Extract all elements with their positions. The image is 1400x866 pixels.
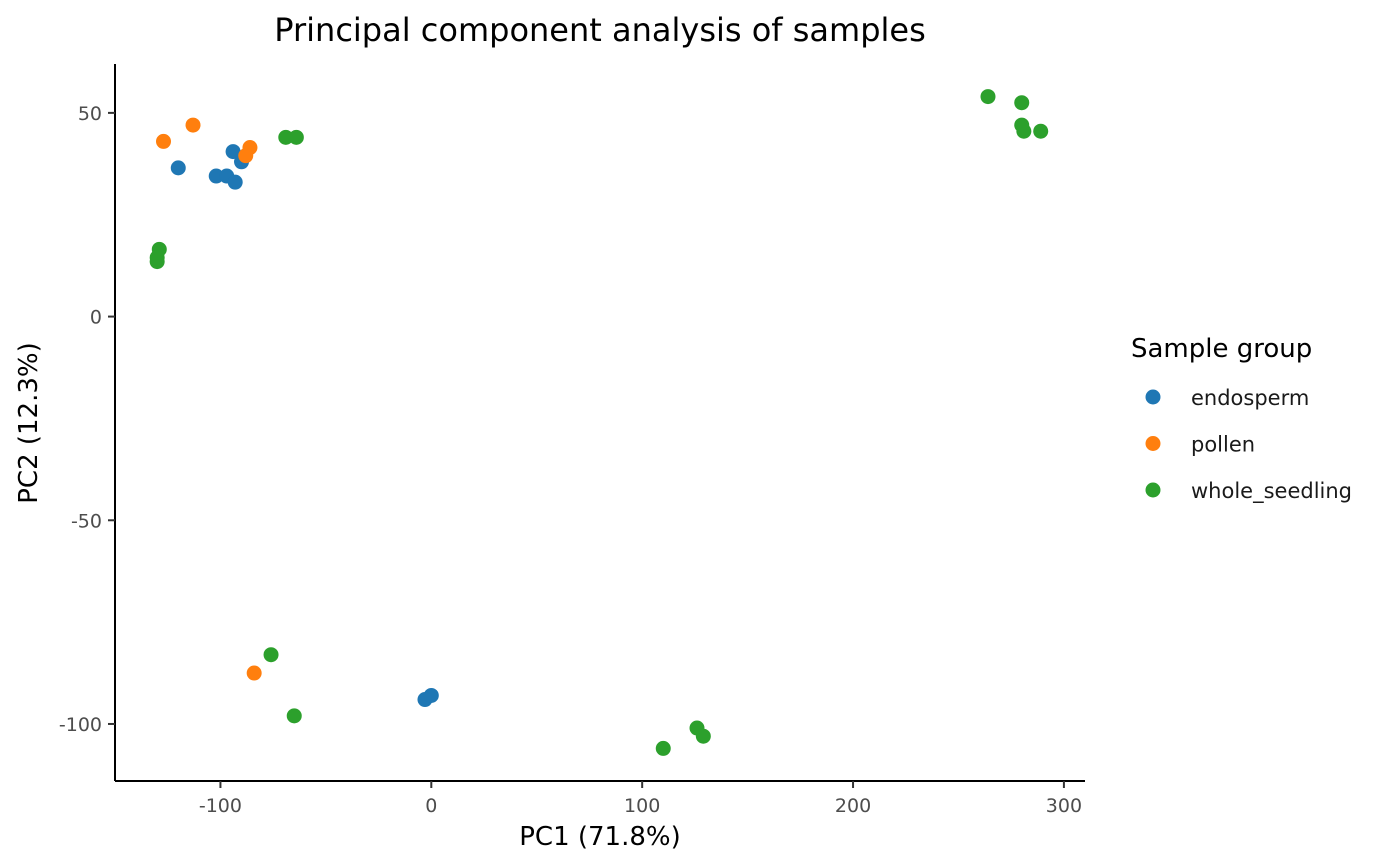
series-pollen bbox=[156, 117, 262, 681]
data-point bbox=[1014, 95, 1030, 111]
legend-title: Sample group bbox=[1131, 334, 1312, 364]
data-point bbox=[238, 148, 254, 164]
legend-item-endosperm: endosperm bbox=[1145, 386, 1309, 410]
y-tick-label: 50 bbox=[78, 103, 102, 125]
data-point bbox=[980, 89, 996, 105]
legend-items: endosperm pollen whole_seedling bbox=[1145, 386, 1352, 504]
legend-item-whole-seedling: whole_seedling bbox=[1145, 479, 1352, 504]
y-axis-title: PC2 (12.3%) bbox=[14, 342, 44, 504]
data-point bbox=[286, 708, 302, 724]
data-point bbox=[227, 174, 243, 190]
data-point bbox=[263, 647, 279, 663]
data-point bbox=[149, 254, 165, 270]
legend-label: endosperm bbox=[1191, 386, 1309, 410]
x-tick-label: 300 bbox=[1046, 795, 1082, 817]
x-axis: -100 0 100 200 300 bbox=[115, 780, 1085, 817]
data-point bbox=[225, 144, 241, 160]
x-tick-label: 100 bbox=[624, 795, 660, 817]
data-point bbox=[278, 129, 294, 145]
legend-key bbox=[1145, 389, 1161, 405]
y-tick-label: 0 bbox=[90, 307, 102, 329]
chart-title: Principal component analysis of samples bbox=[274, 11, 926, 49]
legend-key bbox=[1145, 436, 1161, 451]
data-point bbox=[695, 728, 711, 744]
legend-key bbox=[1145, 482, 1161, 498]
data-point bbox=[156, 133, 171, 149]
plot-points bbox=[149, 89, 1049, 756]
data-point bbox=[170, 160, 186, 176]
x-tick-label: 200 bbox=[835, 795, 871, 817]
x-axis-title: PC1 (71.8%) bbox=[519, 822, 681, 852]
y-tick-label: -100 bbox=[59, 714, 102, 736]
data-point bbox=[185, 117, 201, 133]
legend-label: pollen bbox=[1191, 433, 1255, 457]
data-point bbox=[1016, 123, 1032, 139]
x-tick-label: 0 bbox=[425, 795, 437, 817]
data-point bbox=[246, 665, 262, 681]
data-point bbox=[423, 687, 439, 703]
series-whole-seedling bbox=[149, 89, 1049, 756]
data-point bbox=[655, 740, 671, 756]
series-endosperm bbox=[170, 144, 439, 708]
legend-item-pollen: pollen bbox=[1145, 433, 1255, 457]
y-axis: -100 -50 0 50 bbox=[59, 64, 116, 781]
y-tick-label: -50 bbox=[71, 510, 102, 532]
legend-label: whole_seedling bbox=[1191, 479, 1352, 504]
legend: Sample group endosperm pollen whole_seedli… bbox=[1131, 334, 1352, 504]
data-point bbox=[208, 168, 224, 184]
data-point bbox=[288, 129, 304, 145]
x-tick-label: -100 bbox=[199, 795, 242, 817]
data-point bbox=[1033, 123, 1049, 139]
